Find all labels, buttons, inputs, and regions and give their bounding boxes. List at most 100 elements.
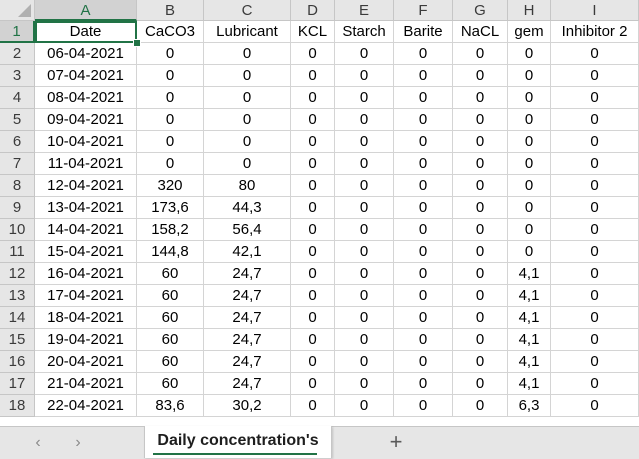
table-cell[interactable]: 0	[551, 373, 639, 395]
table-cell[interactable]: 0	[551, 329, 639, 351]
table-cell[interactable]: 60	[137, 373, 204, 395]
table-cell[interactable]: 0	[453, 153, 508, 175]
table-cell[interactable]: 0	[291, 395, 335, 417]
table-cell[interactable]: 60	[137, 263, 204, 285]
row-header-13[interactable]: 13	[0, 285, 35, 307]
table-cell[interactable]: 0	[335, 131, 394, 153]
table-cell[interactable]: 0	[291, 87, 335, 109]
table-cell[interactable]: 0	[137, 65, 204, 87]
select-all-corner[interactable]	[0, 0, 35, 21]
table-cell[interactable]: 0	[335, 263, 394, 285]
table-cell[interactable]: 0	[394, 219, 453, 241]
table-cell[interactable]: 0	[204, 109, 291, 131]
row-header-12[interactable]: 12	[0, 263, 35, 285]
table-cell[interactable]: 0	[394, 153, 453, 175]
next-sheet-icon[interactable]: ›	[75, 434, 81, 451]
table-cell[interactable]: 0	[335, 351, 394, 373]
selected-cell-a1[interactable]: Date	[35, 21, 137, 43]
add-sheet-icon[interactable]: +	[389, 429, 403, 454]
table-cell[interactable]: 0	[508, 175, 551, 197]
table-cell[interactable]: 60	[137, 285, 204, 307]
table-cell[interactable]: 0	[453, 197, 508, 219]
column-header-a[interactable]: A	[35, 0, 137, 21]
cell-b1[interactable]: CaCO3	[137, 21, 204, 43]
table-cell[interactable]: 0	[551, 395, 639, 417]
column-header-g[interactable]: G	[453, 0, 508, 21]
table-cell[interactable]: 0	[394, 241, 453, 263]
table-cell[interactable]: 0	[508, 131, 551, 153]
table-cell[interactable]: 0	[551, 175, 639, 197]
table-cell[interactable]: 0	[508, 153, 551, 175]
table-cell[interactable]: 80	[204, 175, 291, 197]
column-header-d[interactable]: D	[291, 0, 335, 21]
cell-c1[interactable]: Lubricant	[204, 21, 291, 43]
table-cell[interactable]: 0	[394, 285, 453, 307]
table-cell[interactable]: 0	[291, 43, 335, 65]
table-cell[interactable]: 0	[137, 43, 204, 65]
spreadsheet-grid[interactable]: A B C D E F G H I 1 2 3 4 5 6 7 8 9 10 11 12 13 14 15 16 17 18 Date…	[0, 0, 639, 426]
table-cell[interactable]: 24,7	[204, 351, 291, 373]
table-cell[interactable]: 0	[394, 109, 453, 131]
table-cell[interactable]: 18-04-2021	[35, 307, 137, 329]
cell-g1[interactable]: NaCL	[453, 21, 508, 43]
table-cell[interactable]: 0	[335, 219, 394, 241]
table-cell[interactable]: 0	[335, 241, 394, 263]
column-header-h[interactable]: H	[508, 0, 551, 21]
column-header-e[interactable]: E	[335, 0, 394, 21]
table-cell[interactable]: 09-04-2021	[35, 109, 137, 131]
row-header-16[interactable]: 16	[0, 351, 35, 373]
table-cell[interactable]: 4,1	[508, 373, 551, 395]
row-header-1[interactable]: 1	[0, 21, 35, 43]
table-cell[interactable]: 0	[453, 395, 508, 417]
table-cell[interactable]: 0	[291, 285, 335, 307]
sheet-tab-daily-concentrations[interactable]: Daily concentration's	[144, 426, 332, 458]
table-cell[interactable]: 0	[453, 175, 508, 197]
table-cell[interactable]: 0	[508, 87, 551, 109]
table-cell[interactable]: 0	[204, 153, 291, 175]
prev-sheet-icon[interactable]: ‹	[35, 434, 41, 451]
table-cell[interactable]: 22-04-2021	[35, 395, 137, 417]
table-cell[interactable]: 0	[137, 109, 204, 131]
row-header-18[interactable]: 18	[0, 395, 35, 417]
table-cell[interactable]: 08-04-2021	[35, 87, 137, 109]
table-cell[interactable]: 60	[137, 329, 204, 351]
table-cell[interactable]: 0	[335, 43, 394, 65]
table-cell[interactable]: 0	[394, 373, 453, 395]
table-cell[interactable]: 0	[291, 241, 335, 263]
table-cell[interactable]: 0	[394, 131, 453, 153]
column-header-b[interactable]: B	[137, 0, 204, 21]
table-cell[interactable]: 0	[394, 395, 453, 417]
table-cell[interactable]: 0	[335, 329, 394, 351]
table-cell[interactable]: 56,4	[204, 219, 291, 241]
column-header-c[interactable]: C	[204, 0, 291, 21]
table-cell[interactable]: 0	[335, 153, 394, 175]
row-header-5[interactable]: 5	[0, 109, 35, 131]
table-cell[interactable]: 0	[335, 307, 394, 329]
table-cell[interactable]: 0	[394, 329, 453, 351]
row-header-8[interactable]: 8	[0, 175, 35, 197]
table-cell[interactable]: 0	[204, 65, 291, 87]
column-header-i[interactable]: I	[551, 0, 639, 21]
table-cell[interactable]: 0	[394, 175, 453, 197]
table-cell[interactable]: 6,3	[508, 395, 551, 417]
table-cell[interactable]: 42,1	[204, 241, 291, 263]
table-cell[interactable]: 24,7	[204, 263, 291, 285]
table-cell[interactable]: 14-04-2021	[35, 219, 137, 241]
table-cell[interactable]: 24,7	[204, 285, 291, 307]
table-cell[interactable]: 0	[291, 307, 335, 329]
column-header-f[interactable]: F	[394, 0, 453, 21]
row-header-6[interactable]: 6	[0, 131, 35, 153]
table-cell[interactable]: 0	[453, 285, 508, 307]
table-cell[interactable]: 4,1	[508, 329, 551, 351]
table-cell[interactable]: 10-04-2021	[35, 131, 137, 153]
table-cell[interactable]: 24,7	[204, 329, 291, 351]
table-cell[interactable]: 0	[335, 373, 394, 395]
table-cell[interactable]: 4,1	[508, 307, 551, 329]
table-cell[interactable]: 0	[394, 197, 453, 219]
table-cell[interactable]: 0	[335, 175, 394, 197]
table-cell[interactable]: 0	[137, 131, 204, 153]
table-cell[interactable]: 0	[291, 131, 335, 153]
row-header-7[interactable]: 7	[0, 153, 35, 175]
table-cell[interactable]: 0	[453, 373, 508, 395]
table-cell[interactable]: 0	[291, 351, 335, 373]
